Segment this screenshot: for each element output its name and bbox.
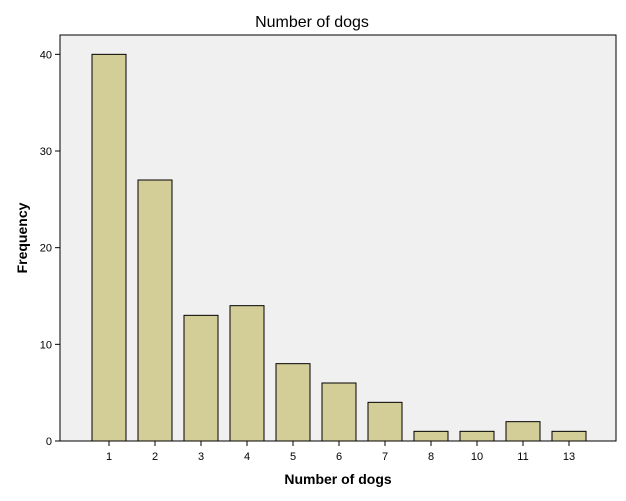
y-tick-label: 0: [46, 436, 52, 448]
x-tick-label: 8: [428, 451, 434, 463]
bar-3: [183, 314, 219, 442]
x-axis-ticks: 1 2 3 4 5 6 7 8 10 11 13: [106, 441, 575, 463]
bar-2: [137, 179, 173, 442]
y-tick-label: 20: [40, 243, 52, 255]
x-tick-label: 3: [198, 451, 204, 463]
x-tick-label: 11: [517, 451, 528, 463]
bar-5: [275, 363, 311, 442]
y-tick-label: 10: [40, 339, 52, 351]
bar-13: [551, 430, 587, 442]
x-tick-label: 4: [244, 451, 250, 463]
bars: [91, 53, 587, 442]
x-tick-label: 10: [471, 451, 483, 463]
x-tick-label: 6: [336, 451, 342, 463]
bar-1: [91, 53, 127, 442]
y-axis-ticks: 0 10 20 30 40: [40, 49, 60, 448]
x-tick-label: 1: [106, 451, 112, 463]
bar-7: [367, 401, 403, 442]
y-axis-label: Frequency: [14, 202, 30, 273]
y-tick-label: 30: [40, 146, 52, 158]
x-axis-label: Number of dogs: [284, 471, 392, 487]
bar-11: [505, 421, 541, 442]
y-tick-label: 40: [40, 49, 52, 61]
bar-8: [413, 430, 449, 442]
bar-10: [459, 430, 495, 442]
x-tick-label: 2: [152, 451, 158, 463]
x-tick-label: 5: [290, 451, 296, 463]
bar-6: [321, 382, 357, 442]
x-tick-label: 7: [382, 451, 388, 463]
chart-title: Number of dogs: [255, 14, 369, 31]
x-tick-label: 13: [563, 451, 575, 463]
bar-4: [229, 305, 265, 442]
